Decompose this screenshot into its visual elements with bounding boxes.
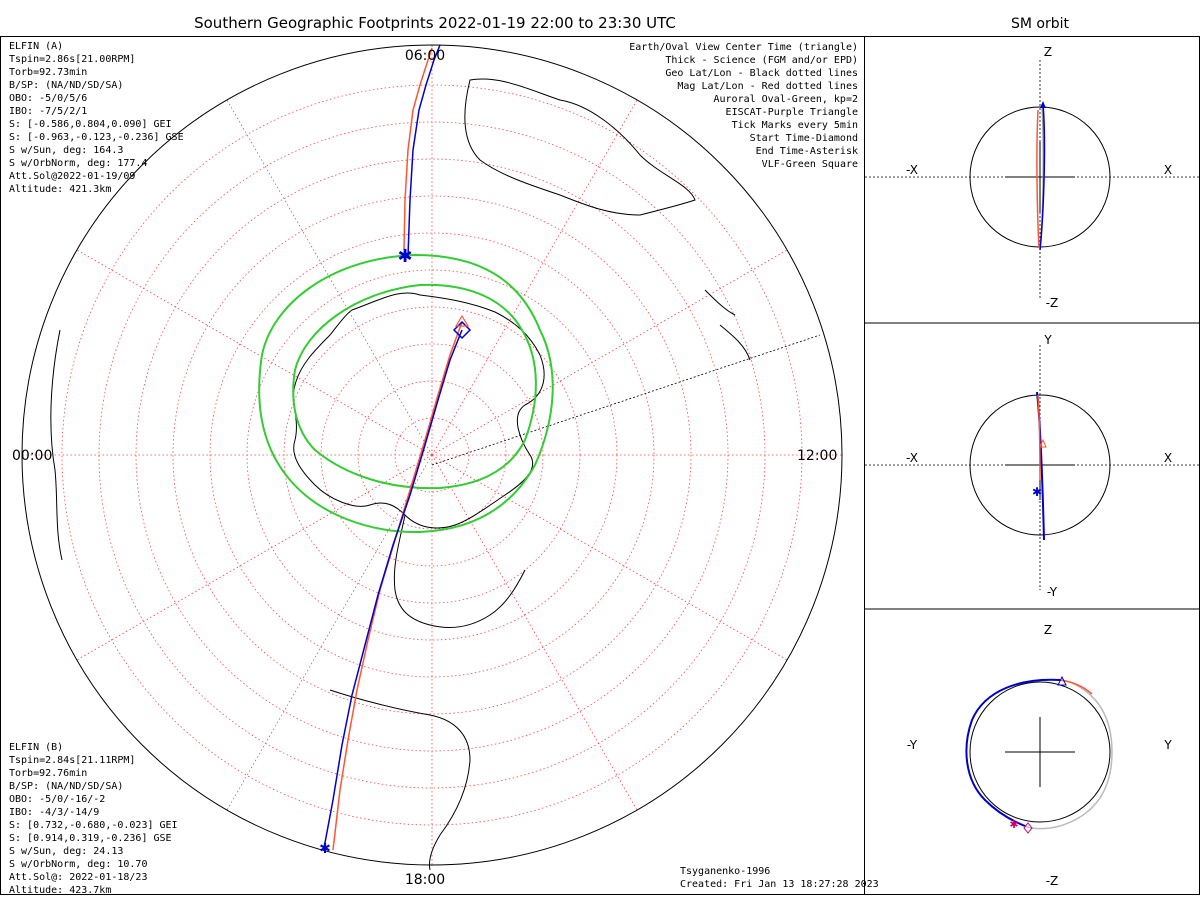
orbit-triangle-3 bbox=[1057, 675, 1067, 686]
elfin-b-line-0: Tspin=2.84s[21.11RPM] bbox=[9, 755, 135, 766]
earth-limb bbox=[21, 44, 843, 866]
elfin-a-line-5: S: [-0.586,0.804,0.090] GEI bbox=[9, 119, 172, 130]
elfin-b-line-9: Att.Sol@: 2022-01-18/23 bbox=[9, 872, 147, 883]
panel2-top-label: Y bbox=[1043, 333, 1052, 347]
mlt-label-bottom: 18:00 bbox=[405, 872, 445, 888]
panel2-left-label: -X bbox=[906, 451, 918, 465]
legend-item-1: Thick - Science (FGM and/or EPD) bbox=[665, 55, 858, 66]
auroral-oval-inner bbox=[292, 283, 537, 490]
antarctica-outline bbox=[293, 292, 545, 529]
elfin-b-info: ELFIN (B) Tspin=2.84s[21.11RPM] Torb=92.… bbox=[9, 742, 178, 896]
orbit-path-a-3 bbox=[965, 678, 1061, 827]
elfin-a-line-8: S w/OrbNorm, deg: 177.4 bbox=[9, 158, 147, 169]
elfin-b-line-6: S: [0.914,0.319,-0.236] GSE bbox=[9, 833, 172, 844]
panel3-bottom-label: -Z bbox=[1046, 874, 1059, 888]
mlt-label-top: 06:00 bbox=[405, 48, 445, 64]
mlt-label-left: 00:00 bbox=[12, 448, 52, 464]
polar-map: ✱ ✱ 06:00 00:00 12:00 18:00 bbox=[12, 44, 843, 888]
figure-title: Southern Geographic Footprints 2022-01-1… bbox=[194, 14, 676, 32]
legend-item-7: Start Time-Diamond bbox=[750, 133, 858, 144]
elfin-a-asterisk-south: ✱ bbox=[319, 841, 331, 857]
orbit-asterisk-3: ✱ bbox=[1009, 818, 1018, 831]
elfin-b-line-5: S: [0.732,-0.680,-0.023] GEI bbox=[9, 820, 178, 831]
elfin-b-name: ELFIN (B) bbox=[9, 742, 63, 753]
panel2-bottom-label: -Y bbox=[1047, 585, 1058, 599]
mag-lon-spokes bbox=[22, 45, 842, 865]
elfin-a-line-6: S: [-0.963,-0.123,-0.236] GSE bbox=[9, 132, 184, 143]
legend: Earth/Oval View Center Time (triangle) T… bbox=[629, 42, 858, 170]
panel3-top-label: Z bbox=[1044, 623, 1052, 637]
earth-circle-3 bbox=[969, 681, 1111, 823]
orbit-panel-xy: ✱ Y -Y -X X bbox=[865, 333, 1199, 599]
panel3-right-label: Y bbox=[1163, 738, 1172, 752]
elfin-b-track-south bbox=[332, 321, 463, 851]
legend-item-0: Earth/Oval View Center Time (triangle) bbox=[629, 42, 858, 53]
elfin-a-line-0: Tspin=2.86s[21.00RPM] bbox=[9, 54, 135, 65]
south-america-outline bbox=[393, 514, 526, 629]
elfin-a-track-north bbox=[407, 44, 441, 257]
orbit-triangle-1 bbox=[1040, 101, 1046, 108]
australia-outline bbox=[464, 78, 696, 216]
panel2-right-label: X bbox=[1164, 451, 1172, 465]
elfin-a-line-7: S w/Sun, deg: 164.3 bbox=[9, 145, 123, 156]
new-zealand-outline bbox=[704, 289, 751, 361]
elfin-a-line-2: B/SP: (NA/ND/SD/SA) bbox=[9, 80, 123, 91]
legend-item-8: End Time-Asterisk bbox=[756, 146, 858, 157]
orbit-path-gray-3 bbox=[1024, 681, 1113, 830]
panel1-top-label: Z bbox=[1044, 45, 1052, 59]
orbit-panel-xz: Z -Z -X X bbox=[865, 45, 1199, 310]
elfin-b-line-3: OBO: -5/0/-16/-2 bbox=[9, 794, 105, 805]
elfin-a-start-diamond bbox=[452, 320, 472, 340]
legend-item-6: Tick Marks every 5min bbox=[732, 120, 858, 131]
auroral-oval-outer bbox=[258, 253, 554, 534]
orbit-path-b-2 bbox=[1037, 394, 1041, 481]
orbit-diamond-3 bbox=[1023, 822, 1033, 834]
legend-item-5: EISCAT-Purple Triangle bbox=[726, 107, 858, 118]
panel1-bottom-label: -Z bbox=[1046, 296, 1059, 310]
orbit-triangle-2 bbox=[1039, 438, 1047, 448]
legend-item-2: Geo Lat/Lon - Black dotted lines bbox=[665, 68, 858, 79]
elfin-a-line-4: IBO: -7/5/2/1 bbox=[9, 106, 87, 117]
elfin-a-line-9: Att.Sol@2022-01-19/09 bbox=[9, 171, 135, 182]
africa-outline bbox=[329, 689, 471, 871]
elfin-a-name: ELFIN (A) bbox=[9, 41, 63, 52]
elfin-a-end-asterisk: ✱ bbox=[397, 246, 412, 267]
elfin-b-line-10: Altitude: 423.7km bbox=[9, 885, 111, 896]
panel1-left-label: -X bbox=[906, 163, 918, 177]
panel1-right-label: X bbox=[1164, 163, 1172, 177]
elfin-b-line-2: B/SP: (NA/ND/SD/SA) bbox=[9, 781, 123, 792]
panel3-left-label: -Y bbox=[907, 738, 918, 752]
orbit-asterisk-2: ✱ bbox=[1032, 485, 1042, 499]
orbit-path-b-1 bbox=[1036, 109, 1040, 249]
legend-item-9: VLF-Green Square bbox=[762, 159, 858, 170]
elfin-b-line-4: IBO: -4/3/-14/9 bbox=[9, 807, 99, 818]
elfin-a-line-3: OBO: -5/0/5/6 bbox=[9, 93, 87, 104]
elfin-b-line-1: Torb=92.76min bbox=[9, 768, 87, 779]
mlt-label-right: 12:00 bbox=[797, 448, 837, 464]
elfin-a-info: ELFIN (A) Tspin=2.86s[21.00RPM] Torb=92.… bbox=[9, 41, 184, 195]
geo-lon-line bbox=[431, 334, 821, 466]
elfin-a-track-south bbox=[323, 329, 463, 849]
elfin-a-line-1: Torb=92.73min bbox=[9, 67, 87, 78]
southern-africa-outline bbox=[50, 329, 63, 561]
legend-item-4: Auroral Oval-Green, kp=2 bbox=[714, 94, 859, 105]
elfin-b-line-7: S w/Sun, deg: 24.13 bbox=[9, 846, 123, 857]
elfin-b-line-8: S w/OrbNorm, deg: 10.70 bbox=[9, 859, 147, 870]
legend-item-3: Mag Lat/Lon - Red dotted lines bbox=[677, 81, 858, 92]
orbit-title: SM orbit bbox=[1011, 16, 1070, 32]
orbit-panel-yz: ✱ Z -Z -Y Y bbox=[907, 623, 1172, 888]
orbit-path-a-1 bbox=[1039, 103, 1046, 251]
created-label: Created: Fri Jan 13 18:27:28 2023 bbox=[680, 879, 879, 890]
model-label: Tsyganenko-1996 bbox=[680, 866, 770, 877]
elfin-b-start-triangle bbox=[454, 314, 470, 327]
elfin-b-track-north bbox=[403, 47, 433, 251]
elfin-a-line-10: Altitude: 421.3km bbox=[9, 184, 111, 195]
